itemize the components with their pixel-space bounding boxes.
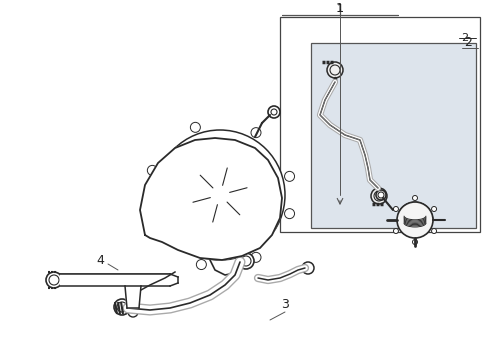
- Circle shape: [114, 299, 130, 315]
- Circle shape: [375, 190, 385, 200]
- Text: 4: 4: [96, 253, 104, 266]
- Text: 2: 2: [463, 36, 471, 49]
- Circle shape: [431, 207, 436, 211]
- Circle shape: [412, 195, 417, 201]
- Circle shape: [412, 239, 417, 244]
- Circle shape: [284, 209, 294, 219]
- Text: 2: 2: [461, 33, 468, 43]
- Circle shape: [190, 122, 200, 132]
- Circle shape: [46, 272, 62, 288]
- Circle shape: [212, 187, 227, 203]
- Text: 1: 1: [335, 1, 343, 14]
- Circle shape: [267, 106, 280, 118]
- Circle shape: [155, 130, 285, 260]
- Bar: [280, 17, 479, 232]
- Circle shape: [149, 220, 160, 230]
- Circle shape: [196, 260, 206, 270]
- Circle shape: [431, 229, 436, 234]
- Circle shape: [370, 188, 386, 204]
- Circle shape: [147, 165, 157, 175]
- Polygon shape: [125, 286, 141, 308]
- Text: 3: 3: [281, 298, 288, 311]
- Circle shape: [326, 62, 342, 78]
- Polygon shape: [140, 138, 282, 260]
- Text: 1: 1: [336, 4, 343, 14]
- Circle shape: [396, 202, 432, 238]
- Circle shape: [128, 307, 138, 317]
- Circle shape: [284, 171, 294, 181]
- Circle shape: [393, 207, 398, 211]
- Circle shape: [393, 229, 398, 234]
- Circle shape: [250, 252, 261, 262]
- Bar: [310, 43, 475, 228]
- Circle shape: [250, 128, 261, 138]
- Circle shape: [238, 253, 253, 269]
- Circle shape: [302, 262, 313, 274]
